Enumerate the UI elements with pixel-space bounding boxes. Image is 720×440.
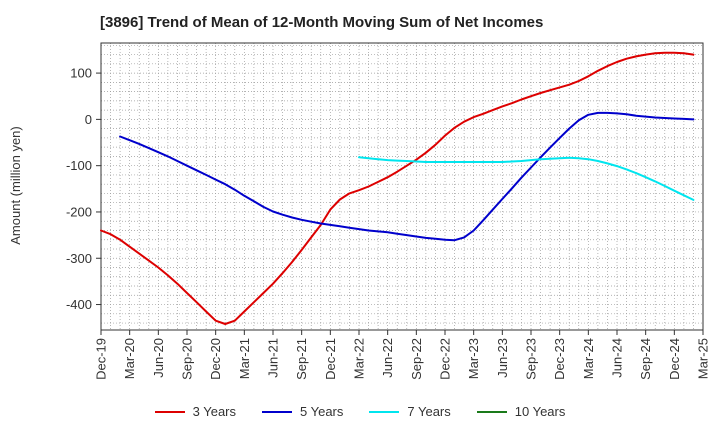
grid (101, 43, 703, 330)
x-tick-label: Sep-20 (180, 338, 195, 380)
legend-item: 5 Years (262, 404, 343, 419)
y-tick-label: 0 (85, 112, 92, 127)
legend-swatch (476, 410, 507, 413)
legend-swatch (369, 410, 400, 413)
y-tick-label: -400 (66, 297, 92, 312)
x-tick-label: Sep-21 (294, 338, 309, 380)
x-tick-label: Jun-21 (266, 338, 281, 378)
series-line-7-years (358, 156, 695, 201)
x-tick-label: Jun-20 (151, 338, 166, 378)
x-tick-label: Sep-24 (638, 338, 653, 380)
y-tick-label: -200 (66, 204, 92, 219)
chart-title: [3896] Trend of Mean of 12-Month Moving … (100, 14, 544, 31)
y-tick-label: -100 (66, 158, 92, 173)
y-tick-label: 100 (70, 66, 92, 81)
legend-label: 5 Years (300, 404, 344, 419)
legend-item: 3 Years (154, 404, 236, 419)
series-line-3-years (100, 51, 695, 325)
x-tick-label: Mar-20 (122, 338, 137, 379)
legend-item: 7 Years (369, 404, 451, 419)
series-lines (100, 51, 695, 325)
x-tick-label: Sep-23 (524, 338, 539, 380)
x-tick-label: Dec-19 (94, 338, 109, 380)
legend-label: 7 Years (407, 404, 451, 419)
x-tick-label: Jun-22 (380, 338, 395, 378)
legend-label: 3 Years (192, 404, 236, 419)
series-line-5-years (119, 111, 695, 242)
legend-swatch (154, 410, 185, 413)
x-tick-label: Jun-23 (495, 338, 510, 378)
legend-item: 10 Years (476, 404, 566, 419)
legend-swatch (262, 410, 292, 413)
x-tick-label: Mar-24 (581, 338, 596, 379)
x-tick-label: Mar-23 (466, 338, 481, 379)
axes (96, 42, 704, 335)
x-tick-label: Mar-21 (237, 338, 252, 379)
x-tick-label: Jun-24 (610, 338, 625, 378)
legend: 3 Years 5 Years 7 Years 10 Years (0, 404, 720, 419)
tick-labels: 100 0 -100 -200 -300 -400 Dec-19 Mar-20 Jun-20 Se… (66, 66, 711, 380)
x-tick-label: Dec-21 (323, 338, 338, 380)
x-tick-label: Mar-25 (696, 338, 711, 379)
x-tick-label: Sep-22 (409, 338, 424, 380)
plot-frame (100, 42, 704, 331)
x-tick-label: Dec-20 (208, 338, 223, 380)
x-tick-label: Dec-23 (552, 338, 567, 380)
legend-label: 10 Years (514, 404, 566, 419)
x-tick-label: Dec-24 (667, 338, 682, 380)
x-tick-label: Mar-22 (352, 338, 367, 379)
y-tick-label: -300 (66, 251, 92, 266)
x-tick-label: Dec-22 (438, 338, 453, 380)
